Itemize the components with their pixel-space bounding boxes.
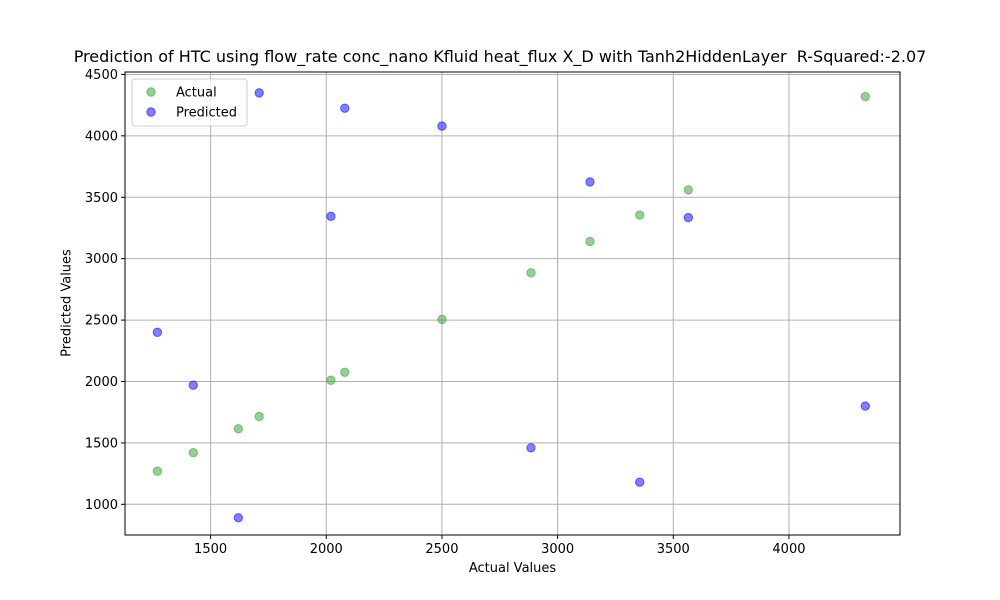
x-tick-label: 2000 xyxy=(310,542,343,557)
x-tick-label: 2500 xyxy=(425,542,458,557)
legend-label-actual: Actual xyxy=(176,86,217,101)
legend-marker-actual xyxy=(146,87,156,97)
legend-label-predicted: Predicted xyxy=(176,106,237,121)
legend-box xyxy=(131,78,248,127)
data-point-predicted xyxy=(585,177,595,187)
legend-marker-predicted xyxy=(146,107,156,117)
x-tick-label: 3000 xyxy=(541,542,574,557)
data-point-predicted xyxy=(437,121,447,131)
data-point-actual xyxy=(326,375,336,385)
data-point-predicted xyxy=(152,327,163,338)
data-point-actual xyxy=(152,466,163,476)
y-tick-label: 3000 xyxy=(85,252,118,267)
data-point-actual xyxy=(188,448,198,458)
data-point-actual xyxy=(340,367,350,377)
data-point-predicted xyxy=(860,401,870,411)
y-tick-label: 4500 xyxy=(85,68,118,83)
x-tick-label: 3500 xyxy=(657,542,690,557)
data-point-actual xyxy=(437,314,447,325)
chart-title: Prediction of HTC using flow_rate conc_n… xyxy=(73,47,927,66)
x-axis-label: Actual Values xyxy=(468,561,557,576)
data-point-actual xyxy=(233,424,244,434)
data-point-predicted xyxy=(683,212,694,223)
plot-frame xyxy=(124,71,901,536)
data-point-actual xyxy=(683,185,694,195)
data-point-predicted xyxy=(635,477,645,487)
data-point-actual xyxy=(526,268,536,278)
data-point-predicted xyxy=(326,211,336,222)
y-tick-label: 2500 xyxy=(85,314,118,329)
data-point-predicted xyxy=(526,443,536,453)
x-tick-label: 1500 xyxy=(194,542,227,557)
y-tick-label: 2000 xyxy=(85,375,118,390)
data-point-predicted xyxy=(188,380,198,390)
y-tick-label: 3500 xyxy=(85,191,118,206)
data-point-actual xyxy=(635,210,645,220)
data-point-predicted xyxy=(340,103,350,113)
data-point-actual xyxy=(254,411,264,422)
y-tick-label: 1500 xyxy=(85,436,118,451)
y-tick-label: 4000 xyxy=(85,129,118,144)
data-point-predicted xyxy=(254,88,264,98)
y-axis-label: Predicted Values xyxy=(59,249,75,357)
data-point-actual xyxy=(585,236,595,247)
y-tick-label: 1000 xyxy=(85,498,118,513)
data-point-predicted xyxy=(233,513,244,523)
data-point-actual xyxy=(860,91,870,102)
x-tick-label: 4000 xyxy=(772,542,805,557)
